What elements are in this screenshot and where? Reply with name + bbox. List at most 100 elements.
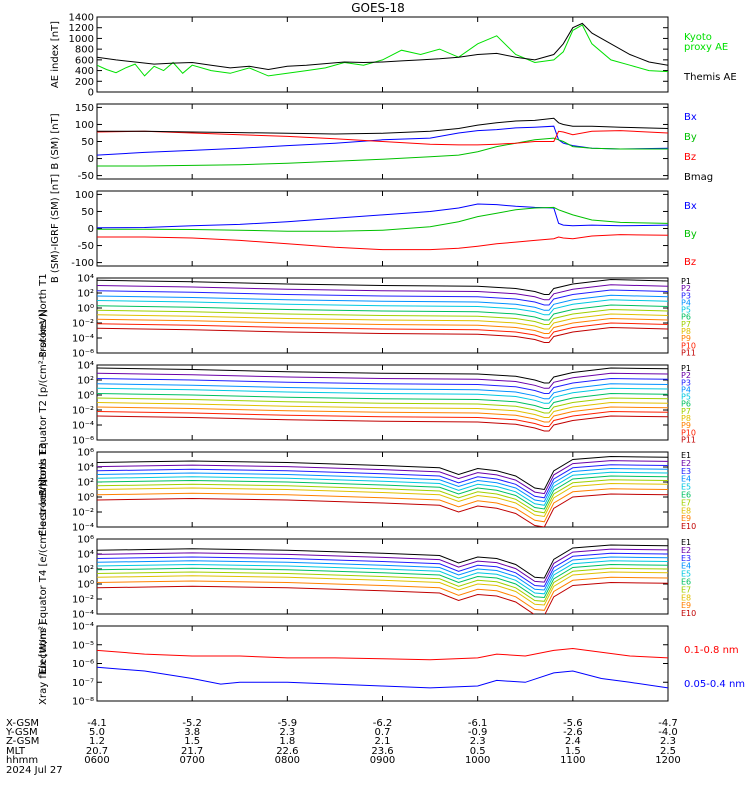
y-tick-label: 10⁻⁸ xyxy=(72,697,94,708)
y-tick-label: -100 xyxy=(71,258,94,269)
y-axis-label: Protons Equator T2 [p/(cm²-s-sr-keV)] xyxy=(38,309,49,496)
channel-label-e4: E4 xyxy=(681,475,691,484)
channel-label-p8: P8 xyxy=(681,327,691,336)
channel-label-p1: P1 xyxy=(681,277,691,286)
channel-line-e6 xyxy=(97,475,668,510)
channel-line-e6 xyxy=(97,563,668,599)
channel-label-p7: P7 xyxy=(681,407,691,416)
channel-label-p6: P6 xyxy=(681,313,691,322)
footer-value-x: -4.7 xyxy=(658,718,678,729)
legend-xray-long: 0.1-0.8 nm xyxy=(684,645,739,656)
y-tick-label: -50 xyxy=(78,241,94,252)
series-group xyxy=(97,647,668,689)
channel-line-p1 xyxy=(97,278,668,295)
channel-line-p7 xyxy=(97,397,668,414)
y-tick-label: 10⁻⁶ xyxy=(72,659,94,670)
footer-value-y: -0.9 xyxy=(468,727,488,738)
y-axis-label: Xray flux [W/m²] xyxy=(38,622,49,705)
footer-value-mlt: 2.5 xyxy=(660,746,676,757)
y-tick-label: 10⁴ xyxy=(77,274,94,285)
y-tick-label: 10⁴ xyxy=(77,463,94,474)
footer-value-mlt: 20.7 xyxy=(86,746,108,757)
channel-line-e1 xyxy=(97,455,668,491)
channel-label-e1: E1 xyxy=(681,538,691,547)
channel-line-p11 xyxy=(97,415,668,432)
y-tick-label: 10² xyxy=(77,565,94,576)
footer-value-z: 1.2 xyxy=(89,736,105,747)
channel-label-p9: P9 xyxy=(681,334,691,343)
footer-value-mlt: 23.6 xyxy=(371,746,393,757)
y-tick-label: 10⁻⁷ xyxy=(72,678,94,689)
figure-title: GOES-18 xyxy=(351,1,405,15)
channel-label-e9: E9 xyxy=(681,514,691,523)
channel-line-e1 xyxy=(97,544,668,579)
channel-label-e10: E10 xyxy=(681,609,696,618)
legend-bmag: Bmag xyxy=(684,172,713,183)
y-tick-label: 10⁶ xyxy=(77,448,94,459)
y-tick-label: -50 xyxy=(78,171,94,182)
y-tick-label: 10⁻⁶ xyxy=(72,349,94,360)
y-tick-label: 10⁻² xyxy=(72,595,94,606)
channel-line-p5 xyxy=(97,387,668,404)
y-tick-label: 1400 xyxy=(69,13,94,24)
footer-value-hhmm: 0700 xyxy=(179,755,204,766)
channel-line-p9 xyxy=(97,317,668,334)
y-tick-label: 0 xyxy=(88,224,94,235)
y-tick-label: 10⁻⁵ xyxy=(72,640,94,651)
y-tick-label: 10⁻² xyxy=(72,508,94,519)
channel-label-p11: P11 xyxy=(681,435,696,444)
series-group xyxy=(97,367,668,432)
channel-label-p4: P4 xyxy=(681,385,691,394)
panel-5: 10⁻⁶ 10⁻⁴ 10⁻² 10⁰ 10² 10⁴ Protons Equator T2 … xyxy=(38,309,696,496)
legend-kyoto-2: proxy AE xyxy=(684,42,728,53)
series-group xyxy=(97,455,668,527)
footer-label: Y-GSM xyxy=(5,727,38,738)
channel-line-e5 xyxy=(97,560,668,595)
legend-by: By xyxy=(684,229,697,240)
legend-by: By xyxy=(684,132,697,143)
y-axis-label: Electrons North T3 xyxy=(38,443,49,536)
series-group xyxy=(97,278,668,343)
footer-value-y: 2.3 xyxy=(279,727,295,738)
y-tick-label: 10⁰ xyxy=(77,493,94,504)
y-tick-label: 10² xyxy=(77,289,94,300)
channel-label-e3: E3 xyxy=(681,467,691,476)
footer-value-y: -4.0 xyxy=(658,727,678,738)
channel-label-e10: E10 xyxy=(681,522,696,531)
footer-value-hhmm: 0800 xyxy=(275,755,300,766)
y-axis-label: Electrons Equator T4 [e/(cm²-s-sr-keV)] xyxy=(38,479,49,674)
channel-line-p7 xyxy=(97,308,668,325)
channel-label-p3: P3 xyxy=(681,378,691,387)
panel-frame xyxy=(96,625,669,702)
panel-2: -50 0 50 100 150 B (SM) [nT] Bx By Bz Bmag xyxy=(50,103,713,183)
series-line-3 xyxy=(97,234,668,251)
legend-kyoto: Kyoto xyxy=(684,32,712,43)
series-line-3 xyxy=(97,130,668,146)
footer-value-y: 5.0 xyxy=(89,727,105,738)
channel-line-e9 xyxy=(97,488,668,523)
y-tick-label: 10⁴ xyxy=(77,361,94,372)
channel-line-e2 xyxy=(97,460,668,495)
series-group xyxy=(97,544,668,614)
channel-label-e6: E6 xyxy=(681,577,691,586)
channel-label-p2: P2 xyxy=(681,284,691,293)
series-line-1 xyxy=(97,125,668,156)
channel-label-e4: E4 xyxy=(681,562,691,571)
y-tick-label: 10⁶ xyxy=(77,535,94,546)
series-group xyxy=(97,117,668,167)
channel-line-p3 xyxy=(97,377,668,394)
series-group xyxy=(97,203,668,251)
channel-line-p9 xyxy=(97,406,668,423)
y-tick-label: 10⁻⁴ xyxy=(72,610,94,621)
footer-value-z: 2.4 xyxy=(565,736,581,747)
channel-line-e7 xyxy=(97,479,668,514)
y-tick-label: 10⁻² xyxy=(72,319,94,330)
channel-line-p10 xyxy=(97,322,668,339)
footer-value-z: 2.3 xyxy=(660,736,676,747)
y-tick-label: 400 xyxy=(75,66,94,77)
legend-bx: Bx xyxy=(684,112,697,123)
channel-line-p10 xyxy=(97,410,668,427)
channel-label-p10: P10 xyxy=(681,428,696,437)
